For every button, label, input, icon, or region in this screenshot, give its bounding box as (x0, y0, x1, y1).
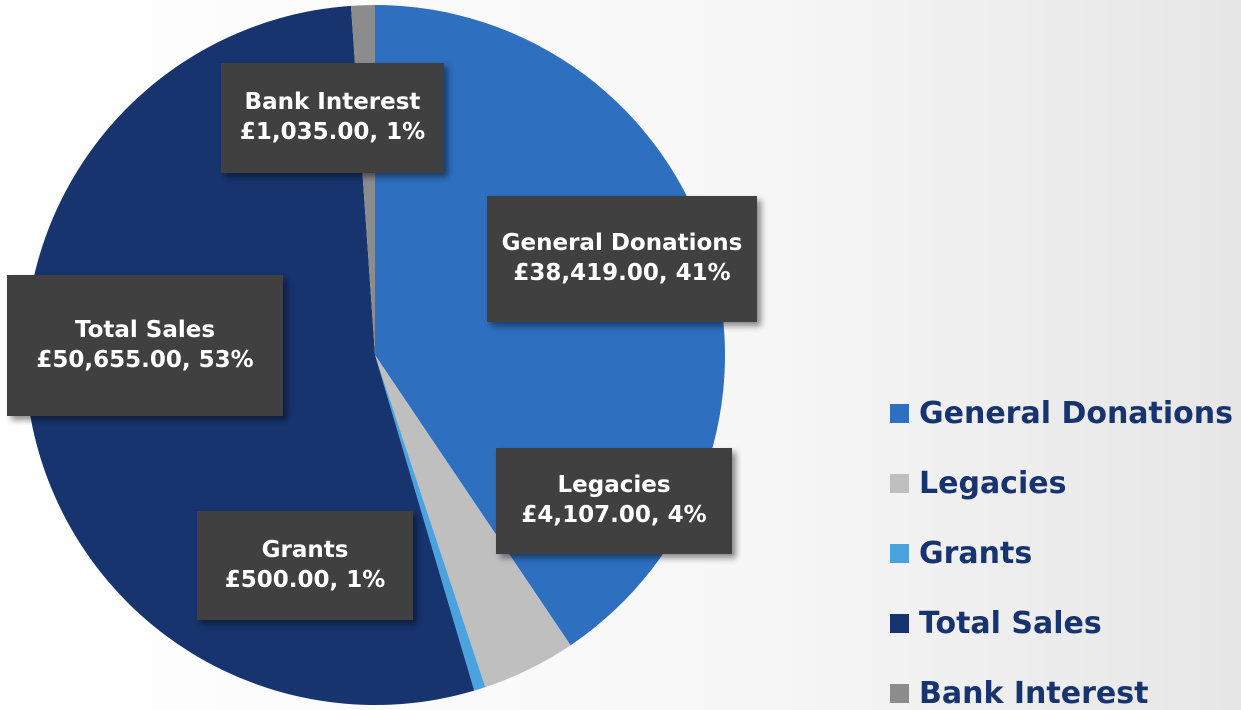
legend-item: General Donations (890, 396, 1233, 431)
data-label-name: Bank Interest (244, 89, 421, 116)
data-label-name: Grants (261, 536, 349, 563)
legend-label: Bank Interest (919, 676, 1149, 710)
pie-slice (375, 355, 571, 688)
data-label-value: £1,035.00, 1% (239, 119, 426, 145)
data-label-name: General Donations (501, 230, 743, 257)
legend-label: Legacies (919, 466, 1067, 501)
pie-slice (375, 355, 486, 691)
legend-item: Bank Interest (890, 676, 1148, 710)
legend-swatch (890, 474, 909, 493)
legend-item: Grants (890, 536, 1032, 571)
legend-label: Total Sales (919, 606, 1102, 641)
data-label: Legacies £4,107.00, 4% (496, 448, 732, 554)
legend-item: Total Sales (890, 606, 1102, 641)
data-label-value: £500.00, 1% (224, 566, 386, 593)
data-label: General Donations £38,419.00, 41% (487, 196, 757, 322)
legend-swatch (890, 684, 909, 703)
data-label-value: £38,419.00, 41% (513, 260, 731, 286)
data-label: Grants £500.00, 1% (197, 511, 413, 620)
legend-swatch (890, 404, 909, 423)
data-label-value: £4,107.00, 4% (521, 502, 707, 528)
data-label: Bank Interest £1,035.00, 1% (221, 63, 444, 173)
data-label-value: £50,655.00, 53% (36, 346, 254, 373)
legend-label: General Donations (919, 396, 1234, 431)
legend-swatch (890, 544, 909, 563)
legend-item: Legacies (890, 466, 1066, 501)
data-label-name: Legacies (557, 472, 671, 499)
data-label-name: Total Sales (74, 316, 216, 343)
legend-swatch (890, 614, 909, 633)
data-label: Total Sales £50,655.00, 53% (7, 275, 283, 416)
legend-label: Grants (919, 536, 1033, 571)
